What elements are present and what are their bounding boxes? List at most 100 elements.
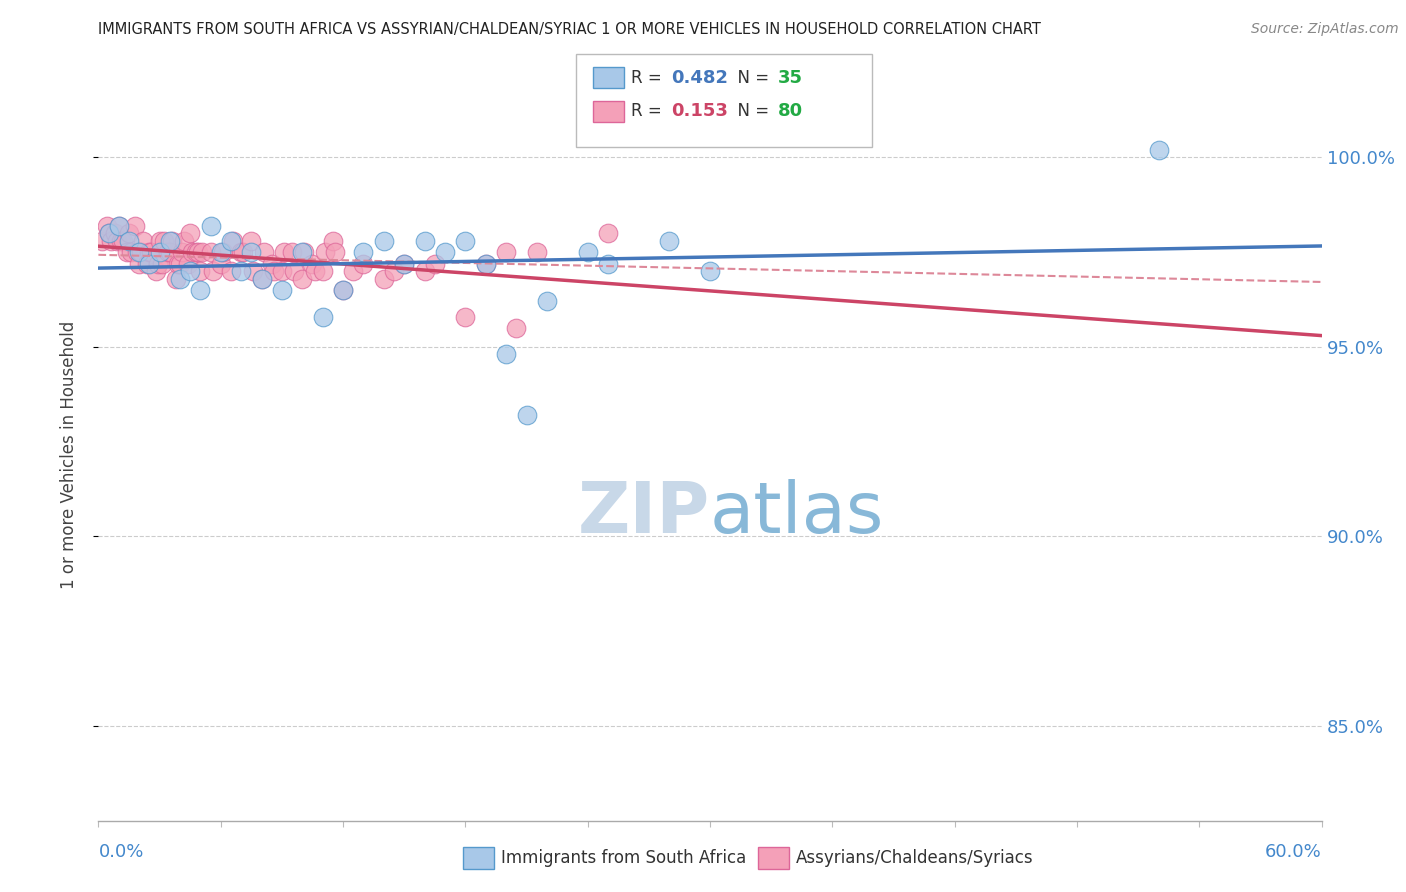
Point (201, 264, 224, 278)
Text: IMMIGRANTS FROM SOUTH AFRICA VS ASSYRIAN/CHALDEAN/SYRIAC 1 OR MORE VEHICLES IN H: IMMIGRANTS FROM SOUTH AFRICA VS ASSYRIAN… (98, 22, 1042, 37)
Point (250, 271, 273, 285)
Point (536, 294, 558, 309)
Point (108, 219, 131, 233)
Point (128, 256, 150, 270)
Point (301, 256, 323, 270)
Point (454, 234, 477, 248)
Point (179, 226, 201, 240)
Point (495, 347, 517, 361)
Point (314, 245, 336, 260)
Point (209, 245, 232, 260)
Text: 35: 35 (778, 69, 803, 87)
Point (423, 256, 446, 270)
Text: N =: N = (727, 103, 775, 120)
Text: R =: R = (631, 103, 668, 120)
Point (209, 256, 232, 270)
Text: 80: 80 (778, 103, 803, 120)
Point (281, 245, 304, 260)
Point (105, 234, 128, 248)
Point (413, 264, 436, 278)
Point (392, 256, 416, 270)
Point (312, 310, 335, 324)
Text: Assyrians/Chaldeans/Syriacs: Assyrians/Chaldeans/Syriacs (796, 849, 1033, 867)
Point (312, 264, 335, 278)
Point (118, 226, 141, 240)
Point (699, 264, 721, 278)
Point (454, 310, 477, 324)
Point (270, 264, 294, 278)
Point (149, 234, 172, 248)
Point (100, 234, 122, 248)
Point (1147, 143, 1170, 157)
Point (132, 234, 155, 248)
Text: atlas: atlas (710, 479, 884, 548)
Point (159, 234, 181, 248)
Text: 0.153: 0.153 (671, 103, 727, 120)
Point (240, 245, 263, 260)
Point (128, 245, 150, 260)
Point (291, 271, 314, 285)
Point (373, 271, 395, 285)
Point (332, 283, 354, 297)
Point (219, 234, 242, 248)
Point (505, 321, 527, 335)
Text: R =: R = (631, 69, 668, 87)
Point (291, 245, 314, 260)
Point (596, 226, 619, 240)
Point (138, 256, 160, 270)
Point (110, 234, 132, 248)
Point (127, 245, 149, 260)
Point (191, 245, 214, 260)
Point (141, 245, 163, 260)
Point (167, 256, 190, 270)
Point (104, 226, 127, 240)
Text: 0.0%: 0.0% (98, 843, 143, 861)
Point (304, 264, 326, 278)
Point (252, 245, 274, 260)
Point (322, 234, 344, 248)
Text: Source: ZipAtlas.com: Source: ZipAtlas.com (1251, 22, 1399, 37)
Point (211, 245, 233, 260)
Point (240, 234, 263, 248)
Point (526, 245, 548, 260)
Point (596, 256, 619, 270)
Point (474, 256, 498, 270)
Point (181, 245, 204, 260)
Point (342, 264, 364, 278)
Point (323, 245, 346, 260)
Point (260, 256, 283, 270)
Point (231, 245, 253, 260)
Point (187, 245, 209, 260)
Point (222, 234, 245, 248)
Point (111, 234, 134, 248)
Point (186, 245, 208, 260)
Point (136, 256, 159, 270)
Point (150, 256, 173, 270)
Point (242, 264, 264, 278)
Point (433, 245, 456, 260)
Point (283, 264, 305, 278)
Point (352, 256, 374, 270)
Point (170, 245, 193, 260)
Point (124, 219, 146, 233)
Point (159, 245, 181, 260)
Point (169, 256, 191, 270)
Point (152, 234, 174, 248)
Point (232, 245, 254, 260)
Point (273, 245, 295, 260)
Point (118, 234, 141, 248)
Point (658, 234, 681, 248)
Text: N =: N = (727, 69, 775, 87)
Point (156, 245, 179, 260)
Point (332, 283, 354, 297)
Point (413, 234, 436, 248)
Point (270, 283, 294, 297)
Text: 0.482: 0.482 (671, 69, 728, 87)
Point (263, 264, 285, 278)
Point (96, 219, 118, 233)
Point (179, 264, 201, 278)
Point (250, 271, 273, 285)
Point (138, 245, 160, 260)
Point (352, 245, 374, 260)
Point (382, 264, 405, 278)
